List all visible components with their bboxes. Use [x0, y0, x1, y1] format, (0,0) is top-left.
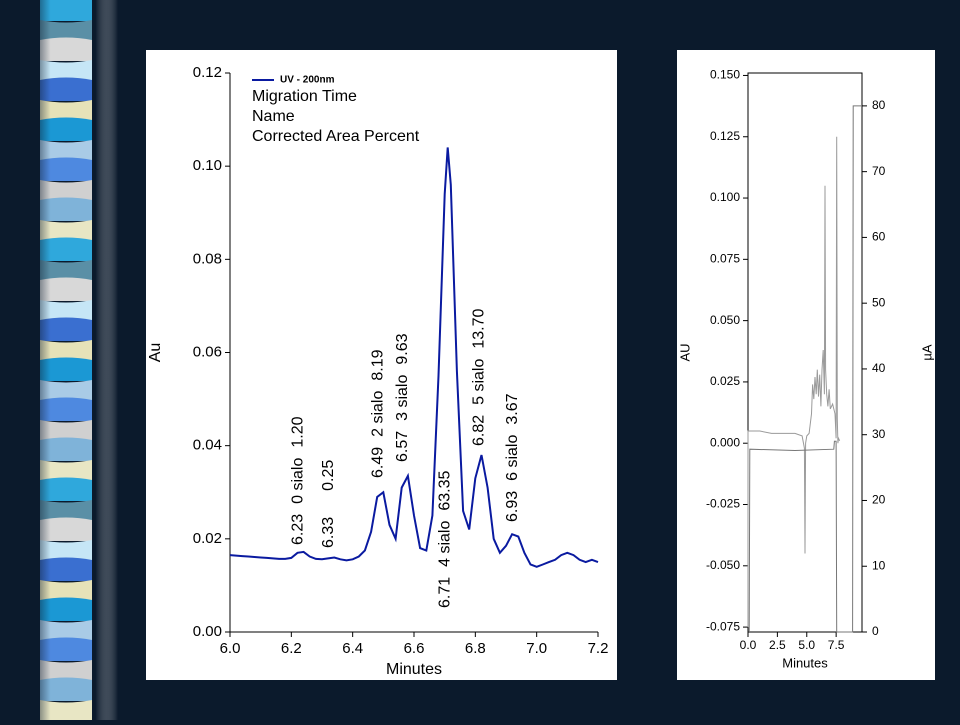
peak-name: 4 sialo [437, 521, 454, 567]
x-tick-label: 7.2 [588, 640, 609, 657]
peak-time: 6.49 [369, 447, 386, 478]
peak-time: 6.23 [290, 514, 307, 545]
peak-area: 8.19 [369, 349, 386, 380]
y-tick-label: 0.02 [193, 530, 222, 547]
y-tick-label: 0.08 [193, 250, 222, 267]
y-tick-label: -0.075 [706, 619, 740, 633]
strip-glow [28, 0, 118, 720]
peak-time: 6.57 [394, 431, 411, 462]
peak-area: 9.63 [394, 333, 411, 364]
y-tick-label: 0.06 [193, 343, 222, 360]
y-tick-label: 0.00 [193, 623, 222, 640]
peak-time: 6.82 [471, 415, 488, 446]
peak-time: 6.93 [504, 491, 521, 522]
y-tick-label: 0.050 [710, 313, 740, 327]
series-line [229, 147, 599, 568]
peak-name: 2 sialo [369, 391, 386, 437]
y2-tick-label: 0 [872, 624, 879, 638]
peak-name: 0 sialo [290, 458, 307, 504]
panel [677, 50, 935, 680]
y2-tick-label: 40 [872, 361, 886, 375]
peak-area: 1.20 [290, 416, 307, 447]
y-tick-label: 0.150 [710, 68, 740, 82]
legend-header: Name [252, 108, 295, 125]
y-axis-label: AU [677, 343, 692, 361]
peak-area: 0.25 [320, 460, 337, 491]
legend-header: Corrected Area Percent [252, 128, 420, 145]
y-tick-label: -0.050 [706, 558, 740, 572]
y2-tick-label: 20 [872, 493, 886, 507]
y2-tick-label: 30 [872, 427, 886, 441]
x-tick-label: 6.4 [342, 640, 363, 657]
y-tick-label: 0.100 [710, 190, 740, 204]
y-tick-label: 0.075 [710, 252, 740, 266]
peak-area: 63.35 [437, 470, 454, 510]
x-tick-label: 0.0 [740, 638, 757, 652]
x-tick-label: 7.5 [828, 638, 845, 652]
x-tick-label: 2.5 [769, 638, 786, 652]
y2-tick-label: 70 [872, 164, 886, 178]
y2-axis-label: µA [919, 344, 934, 360]
peak-label: 6.23 0 sialo 1.20 [290, 416, 307, 545]
panel [146, 50, 617, 680]
series-line [747, 136, 841, 628]
x-tick-label: 6.2 [281, 640, 302, 657]
x-tick-label: 5.0 [798, 638, 815, 652]
y-tick-label: 0.10 [193, 157, 222, 174]
x-tick-label: 7.0 [526, 640, 547, 657]
y-tick-label: 0.025 [710, 374, 740, 388]
legend-header: Migration Time [252, 88, 357, 105]
peak-name: 6 sialo [504, 435, 521, 481]
y2-tick-label: 60 [872, 230, 886, 244]
y-tick-label: 0.125 [710, 129, 740, 143]
x-tick-label: 6.8 [465, 640, 486, 657]
y2-tick-label: 80 [872, 98, 886, 112]
peak-label: 6.71 4 sialo 63.35 [437, 470, 454, 608]
x-axis-label: Minutes [782, 655, 828, 670]
peak-name: 3 sialo [394, 375, 411, 421]
y2-tick-label: 10 [872, 558, 886, 572]
peak-name: 5 sialo [471, 359, 488, 405]
peak-label: 6.33 0.25 [320, 460, 337, 548]
peak-time: 6.33 [320, 517, 337, 548]
peak-area: 3.67 [504, 393, 521, 424]
peak-label: 6.93 6 sialo 3.67 [504, 393, 521, 522]
peak-time: 6.71 [437, 577, 454, 608]
charts: 6.0 6.2 6.4 6.6 6.8 7.0 7.20.000.020.040.060.0… [147, 64, 934, 678]
y2-tick-label: 50 [872, 295, 886, 309]
plot-frame [747, 72, 863, 633]
peak-label: 6.49 2 sialo 8.19 [369, 349, 386, 478]
peak-area: 13.70 [471, 308, 488, 348]
peak-label: 6.82 5 sialo 13.70 [471, 308, 488, 446]
legend-label: UV - 200nm [280, 75, 335, 86]
y-tick-label: -0.025 [706, 497, 740, 511]
x-axis-label: Minutes [386, 661, 442, 678]
x-tick-label: 6.6 [404, 640, 425, 657]
y-axis-label: Au [147, 343, 164, 363]
x-tick-label: 6.0 [220, 640, 241, 657]
y-tick-label: 0.000 [710, 435, 740, 449]
y-tick-label: 0.12 [193, 64, 222, 81]
y-tick-label: 0.04 [193, 437, 222, 454]
peak-label: 6.57 3 sialo 9.63 [394, 333, 411, 462]
series-line [748, 105, 862, 633]
